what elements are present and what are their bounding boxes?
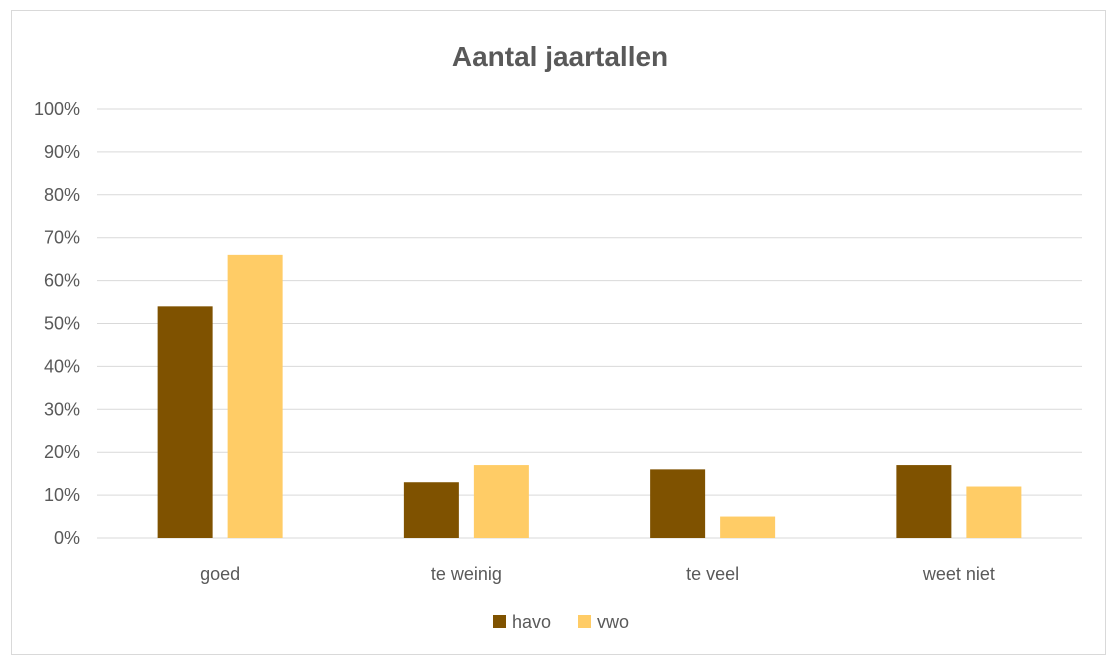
bar-havo-0 bbox=[157, 306, 213, 538]
y-tick-label: 30% bbox=[44, 399, 80, 419]
y-tick-label: 10% bbox=[44, 485, 80, 505]
y-tick-label: 0% bbox=[54, 528, 80, 548]
legend: havo vwo bbox=[493, 612, 629, 632]
y-axis-ticks: 0% 10% 20% 30% 40% 50% 60% 70% 80% 90% 100% bbox=[34, 99, 80, 548]
y-tick-label: 70% bbox=[44, 228, 80, 248]
legend-swatch-vwo bbox=[578, 615, 591, 628]
y-tick-label: 20% bbox=[44, 442, 80, 462]
x-category-label: te veel bbox=[686, 564, 739, 584]
x-category-label: goed bbox=[200, 564, 240, 584]
y-tick-label: 50% bbox=[44, 314, 80, 334]
bar-vwo-0 bbox=[227, 254, 283, 539]
bar-havo-3 bbox=[896, 465, 952, 538]
bar-vwo-3 bbox=[966, 486, 1022, 538]
y-tick-label: 90% bbox=[44, 142, 80, 162]
y-tick-label: 80% bbox=[44, 185, 80, 205]
x-axis-categories: goed te weinig te veel weet niet bbox=[200, 564, 995, 584]
legend-label-havo: havo bbox=[512, 612, 551, 632]
x-category-label: te weinig bbox=[431, 564, 502, 584]
chart-title: Aantal jaartallen bbox=[452, 41, 668, 72]
y-tick-label: 60% bbox=[44, 271, 80, 291]
legend-label-vwo: vwo bbox=[597, 612, 629, 632]
bar-havo-2 bbox=[650, 469, 706, 538]
bar-vwo-1 bbox=[473, 465, 529, 538]
x-category-label: weet niet bbox=[922, 564, 995, 584]
y-tick-label: 100% bbox=[34, 99, 80, 119]
bar-havo-1 bbox=[403, 482, 459, 538]
y-tick-label: 40% bbox=[44, 356, 80, 376]
legend-swatch-havo bbox=[493, 615, 506, 628]
bars bbox=[157, 254, 1022, 539]
bar-vwo-2 bbox=[720, 516, 776, 538]
